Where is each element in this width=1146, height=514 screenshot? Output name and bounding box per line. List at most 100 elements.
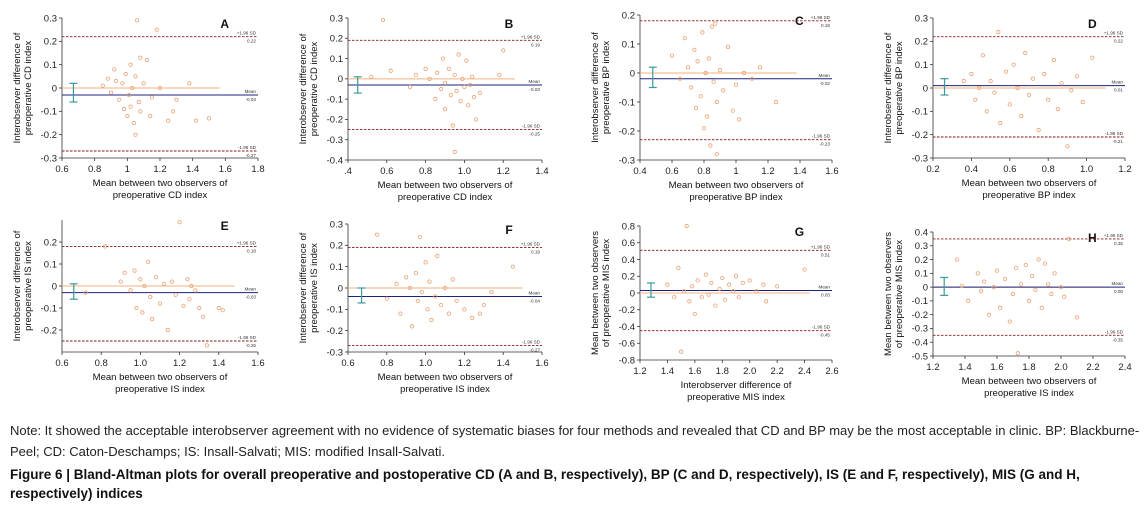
x-tick-label: 1.2: [458, 358, 471, 369]
x-tick-label: 1.4: [958, 362, 971, 373]
lower-sd-label: -1.96 SD: [1105, 131, 1124, 136]
data-point: [693, 105, 699, 110]
x-axis-title: Mean between two observers of: [962, 178, 1097, 189]
y-tick-label: 0.1: [915, 60, 928, 71]
data-point: [120, 81, 125, 86]
data-point: [429, 317, 434, 323]
x-tick-label: 1.0: [134, 358, 147, 369]
data-point: [146, 259, 151, 264]
data-point: [1023, 262, 1028, 268]
data-point: [722, 297, 728, 302]
data-point: [446, 66, 451, 71]
y-tick-label: 0.2: [330, 34, 343, 45]
data-point: [394, 281, 399, 286]
panel-letter: D: [1088, 17, 1097, 31]
x-axis-title: Mean between two observers of: [93, 178, 228, 189]
x-tick-label: 1: [125, 164, 130, 175]
data-point: [189, 283, 194, 289]
data-point: [128, 62, 133, 67]
data-point: [669, 53, 675, 58]
data-point: [700, 30, 705, 35]
data-point: [128, 288, 133, 293]
y-tick-label: 0.3: [915, 241, 928, 252]
data-point: [201, 314, 206, 319]
data-point: [141, 81, 146, 86]
data-point: [690, 284, 695, 289]
data-point: [197, 305, 202, 311]
x-tick-label: 1.6: [251, 358, 264, 369]
data-point: [692, 311, 697, 317]
y-tick-label: 0.1: [622, 39, 635, 50]
data-point: [425, 307, 430, 312]
y-tick-label: -0.2: [327, 326, 343, 337]
upper-sd-value: 0.35: [1114, 241, 1123, 246]
y-axis-title: Interobserver difference of: [12, 230, 23, 341]
data-point: [1030, 273, 1035, 279]
y-tick-label: 0.2: [622, 10, 635, 21]
data-point: [1036, 127, 1041, 133]
y-tick-label: -0.2: [41, 130, 57, 141]
upper-sd-label: +1.96 SD: [1104, 31, 1124, 36]
data-point: [170, 109, 176, 114]
data-point: [689, 85, 694, 90]
data-point: [1065, 144, 1070, 149]
y-axis-title: Interobserver difference of: [298, 33, 309, 144]
y-tick-label: -0.1: [912, 107, 928, 118]
y-axis-title: Interobserver difference of: [12, 32, 23, 143]
data-point: [450, 277, 455, 282]
data-point: [439, 86, 444, 92]
y-tick-label: -0.3: [41, 153, 57, 164]
y-tick-label: -0.1: [41, 107, 57, 118]
data-point: [717, 286, 722, 291]
data-point: [966, 298, 971, 303]
y-tick-label: 0.2: [915, 255, 928, 266]
data-point: [1003, 69, 1009, 74]
x-axis-title: preoperative CD index: [113, 190, 208, 201]
upper-sd-value: 0.22: [1114, 39, 1123, 44]
mean-label: Mean: [819, 284, 831, 289]
data-point: [456, 52, 461, 57]
data-point: [1055, 106, 1060, 112]
data-point: [1007, 102, 1012, 107]
data-point: [961, 78, 966, 84]
x-tick-label: 2.6: [825, 366, 838, 377]
y-tick-label: -0.3: [327, 347, 343, 358]
data-point: [458, 99, 463, 104]
data-point: [1026, 298, 1032, 303]
data-point: [435, 253, 440, 259]
data-point: [442, 285, 448, 291]
data-point: [161, 281, 167, 286]
y-tick-label: 0: [52, 83, 57, 94]
data-point: [130, 85, 135, 91]
data-point: [450, 123, 455, 128]
x-tick-label: 1.8: [251, 164, 264, 175]
x-axis-title: Mean between two observers of: [93, 372, 228, 383]
data-point: [126, 92, 132, 98]
y-tick-label: -0.2: [41, 325, 57, 336]
data-point: [423, 66, 428, 71]
x-tick-label: 0.8: [88, 164, 101, 175]
data-point: [497, 72, 502, 77]
data-point: [991, 285, 996, 290]
data-point: [187, 81, 192, 86]
x-tick-label: 1.6: [219, 164, 232, 175]
data-point: [1058, 285, 1064, 290]
x-tick-label: 1.2: [497, 166, 510, 177]
x-tick-label: 1.6: [688, 366, 701, 377]
x-tick-label: 0.6: [55, 358, 68, 369]
data-point: [717, 67, 723, 73]
data-point: [427, 76, 432, 81]
data-point: [703, 272, 708, 277]
data-point: [185, 277, 190, 282]
panel-letter: B: [505, 17, 514, 31]
y-axis-title: Mean between two observers: [590, 231, 601, 355]
data-point: [1015, 85, 1020, 91]
x-tick-label: 1.2: [1118, 164, 1131, 175]
data-point: [404, 275, 409, 280]
mean-label: Mean: [529, 291, 541, 296]
data-point: [714, 99, 719, 105]
data-point: [1023, 50, 1028, 56]
data-point: [682, 36, 687, 41]
data-point: [737, 117, 742, 122]
x-tick-label: 1.2: [926, 362, 939, 373]
